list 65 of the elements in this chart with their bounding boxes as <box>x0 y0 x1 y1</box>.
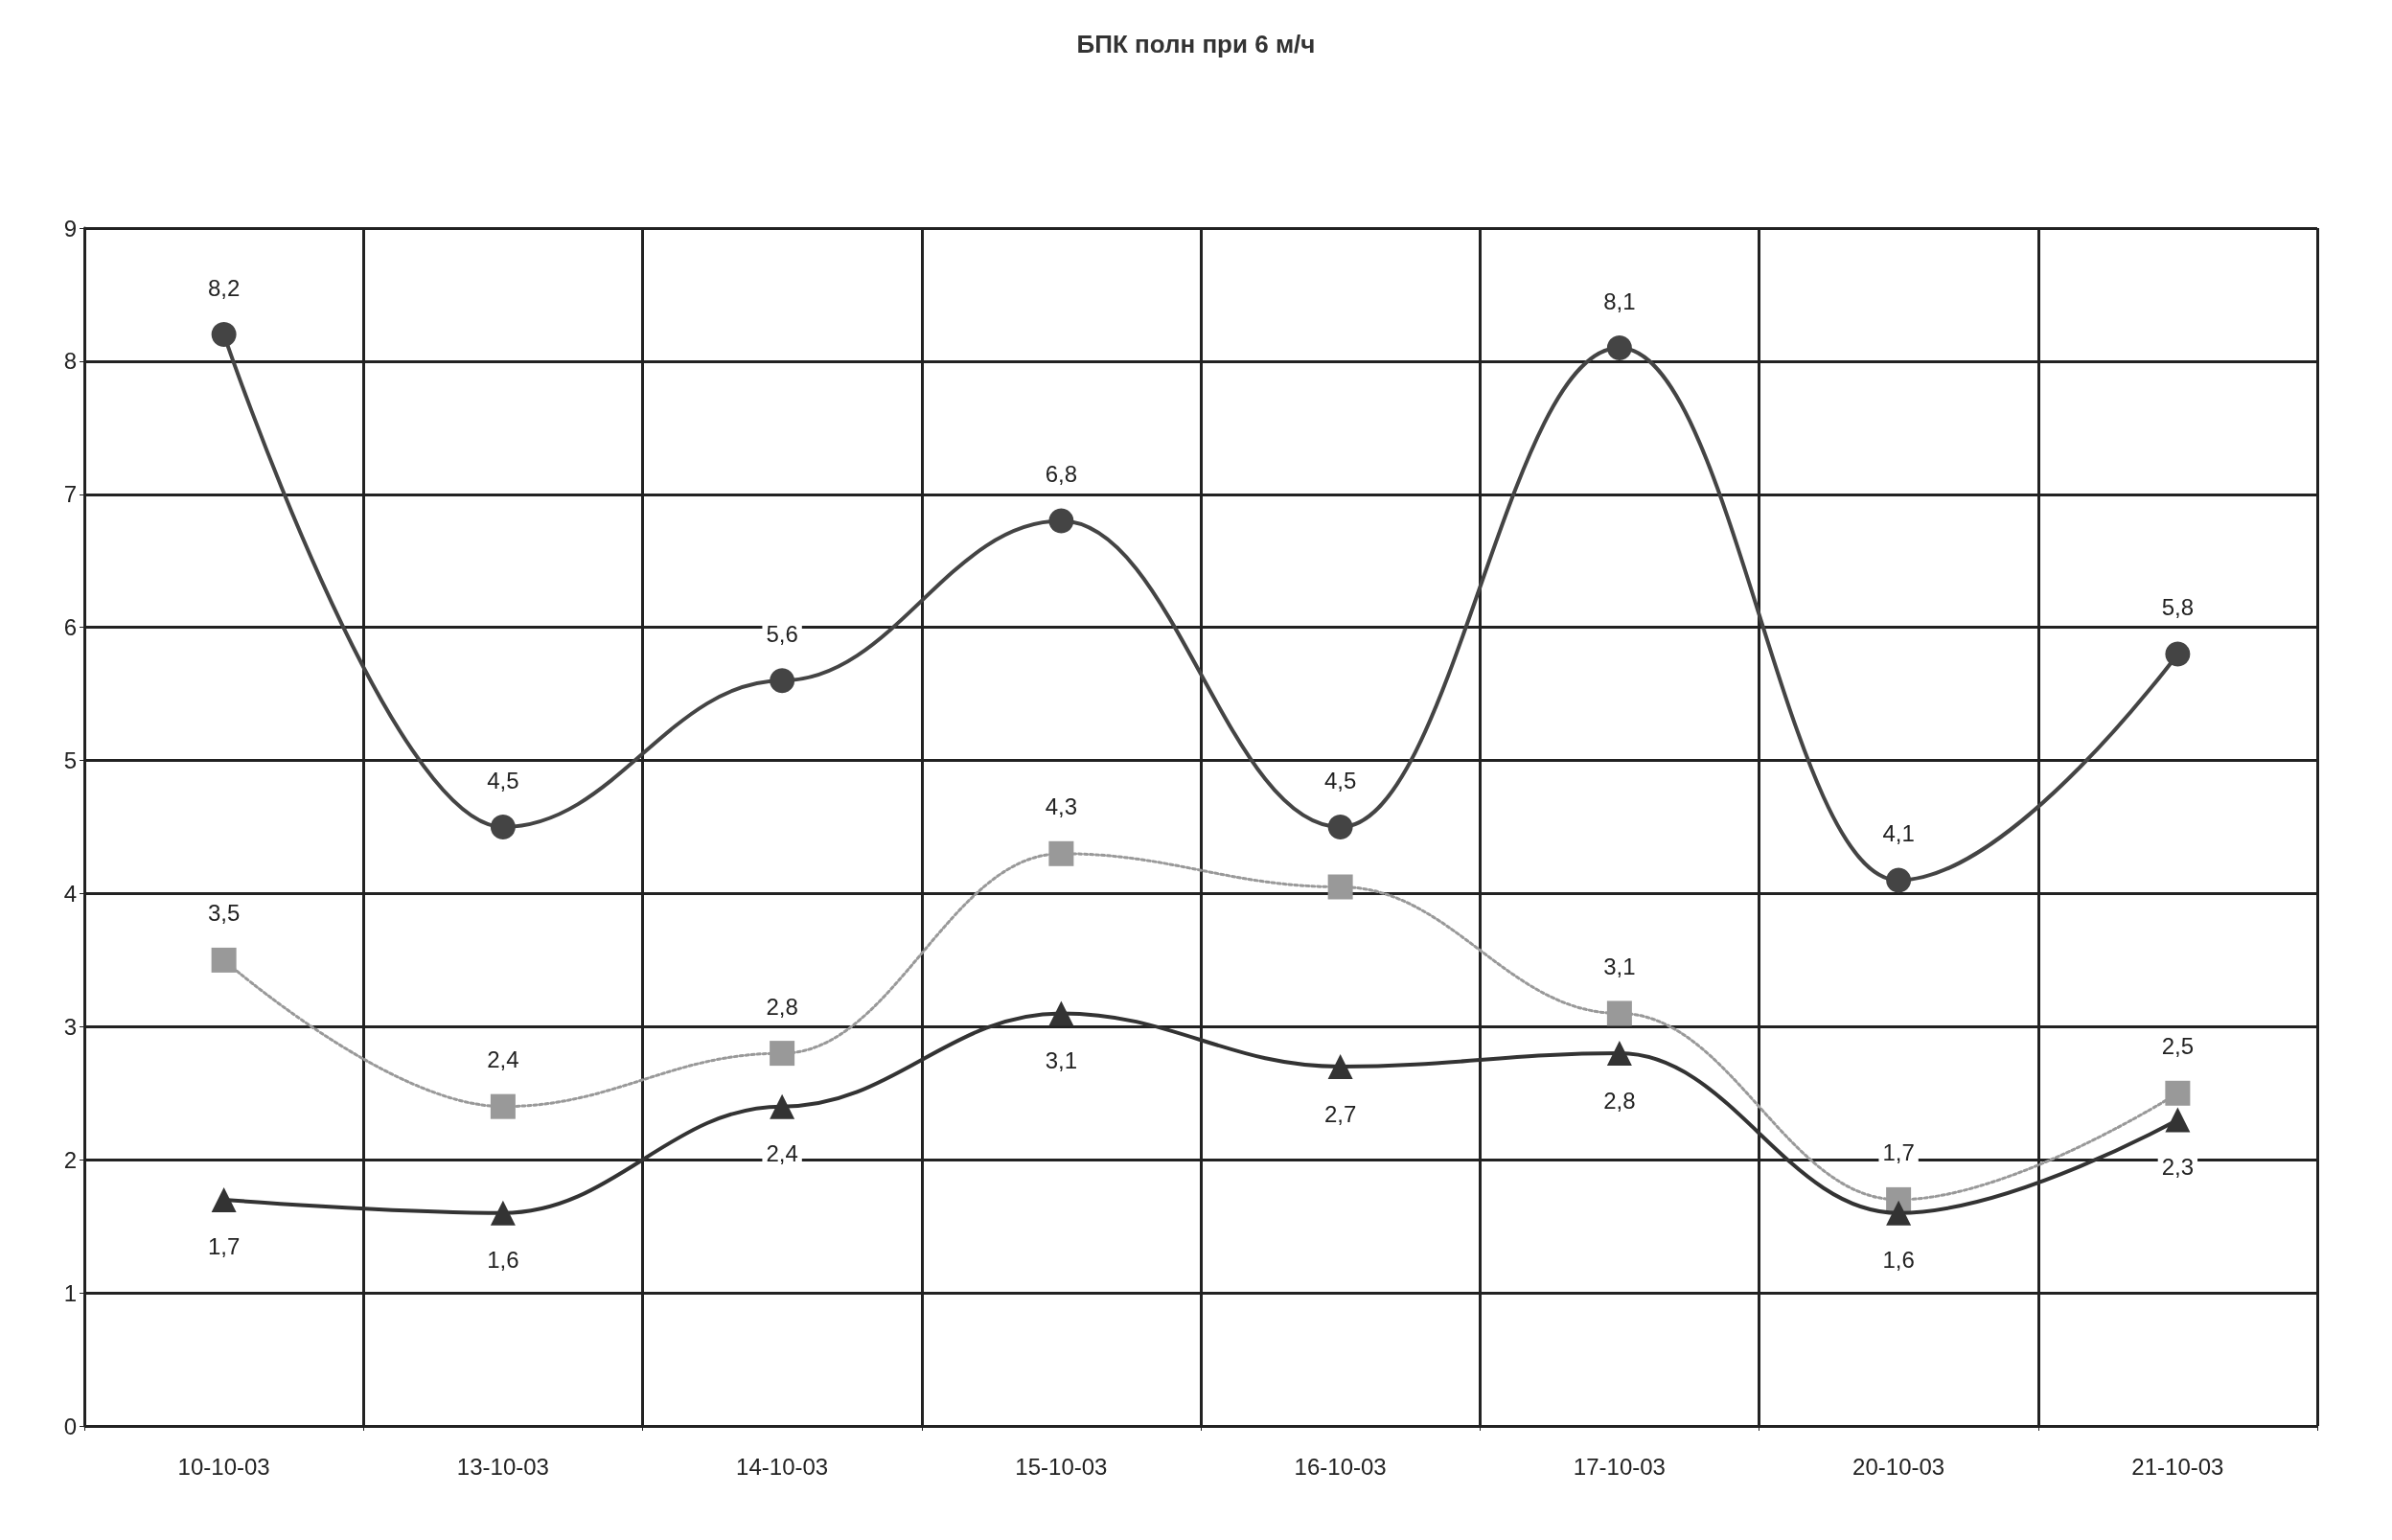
data-label: 2,8 <box>766 993 798 1020</box>
y-tick-label: 4 <box>63 880 77 907</box>
point <box>490 1200 516 1226</box>
data-label: 1,7 <box>207 1233 241 1260</box>
point <box>1606 1000 1632 1026</box>
data-label: 4,3 <box>1045 793 1078 820</box>
point <box>211 1186 237 1212</box>
y-tick-label: 1 <box>63 1279 77 1306</box>
point <box>1327 1054 1353 1079</box>
data-label: 3,5 <box>207 900 241 927</box>
y-tick-label: 0 <box>63 1413 77 1439</box>
data-label: 2,8 <box>1603 1087 1636 1114</box>
data-label: 8,1 <box>1603 287 1636 314</box>
point <box>490 1093 516 1119</box>
y-tick-label: 9 <box>63 215 77 241</box>
point <box>1606 1041 1632 1067</box>
point <box>1048 1000 1074 1026</box>
x-tick-label: 17-10-03 <box>1573 1453 1666 1480</box>
point <box>770 1093 795 1119</box>
x-tick-label: 21-10-03 <box>2131 1453 2224 1480</box>
point <box>1606 335 1632 360</box>
chart-title: БПК полн при 6 м/ч <box>1076 30 1316 58</box>
point <box>211 322 237 348</box>
data-label: 3,1 <box>1045 1046 1078 1073</box>
data-label: 4,5 <box>487 767 519 793</box>
data-label: 1,7 <box>1882 1139 1915 1166</box>
data-label: 4,1 <box>1882 820 1915 847</box>
x-tick-label: 16-10-03 <box>1294 1453 1387 1480</box>
y-tick-label: 3 <box>63 1013 77 1040</box>
data-label: 3,1 <box>1603 953 1636 979</box>
data-label: 5,6 <box>766 620 798 647</box>
data-label: 2,7 <box>1323 1100 1357 1127</box>
point <box>2165 1080 2191 1106</box>
x-tick-label: 14-10-03 <box>736 1453 829 1480</box>
x-tick-label: 10-10-03 <box>177 1453 270 1480</box>
data-label: 1,6 <box>487 1247 519 1274</box>
point <box>1327 815 1353 839</box>
point <box>1886 867 1912 893</box>
point <box>1886 1200 1912 1226</box>
point <box>490 815 516 839</box>
x-tick-label: 13-10-03 <box>456 1453 549 1480</box>
point <box>770 668 795 694</box>
data-label: 2,4 <box>766 1140 798 1167</box>
point <box>1048 840 1074 866</box>
data-label: 1,6 <box>1882 1247 1915 1274</box>
data-label: 2,5 <box>2161 1033 2195 1060</box>
point <box>770 1041 795 1067</box>
y-tick-label: 5 <box>63 747 77 774</box>
point <box>2165 641 2191 667</box>
y-tick-label: 8 <box>63 348 77 375</box>
data-label: 6,8 <box>1045 461 1078 488</box>
data-label: 2,3 <box>2161 1154 2195 1181</box>
y-tick-label: 2 <box>63 1146 77 1173</box>
data-label: 4,5 <box>1323 767 1357 793</box>
x-tick-label: 20-10-03 <box>1852 1453 1945 1480</box>
y-tick-label: 7 <box>63 481 77 508</box>
x-tick-label: 15-10-03 <box>1015 1453 1108 1480</box>
data-label: 5,8 <box>2161 593 2195 620</box>
point <box>211 947 237 973</box>
data-label: 2,4 <box>487 1046 519 1073</box>
y-tick-label: 6 <box>63 614 77 641</box>
data-label: 8,2 <box>207 274 241 301</box>
point <box>1327 874 1353 900</box>
point <box>1048 508 1074 534</box>
point <box>2165 1107 2191 1133</box>
